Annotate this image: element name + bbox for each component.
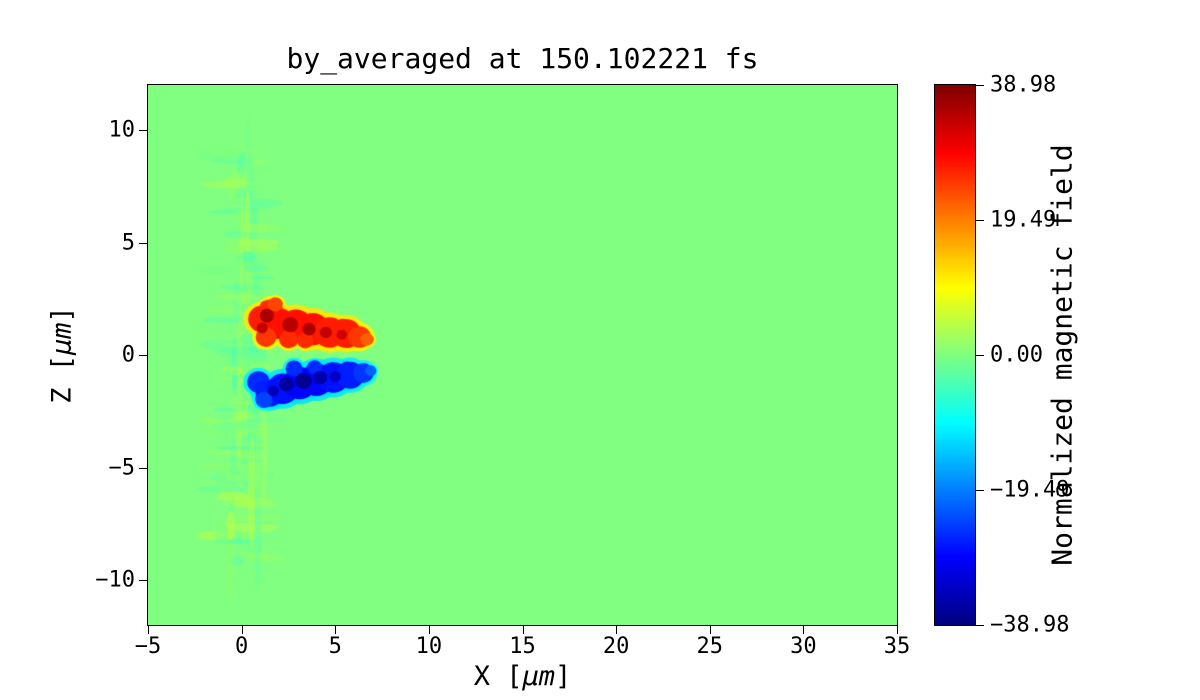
x-tick-label: 0 — [235, 634, 249, 659]
chart-title: by_averaged at 150.102221 fs — [286, 42, 759, 75]
x-tick-mark — [616, 626, 618, 634]
colorbar-tick-mark — [976, 355, 984, 356]
x-axis-label-prefix: X [ — [473, 661, 523, 692]
x-tick-label: 30 — [790, 634, 817, 659]
x-tick-mark — [803, 626, 805, 634]
y-tick-mark — [139, 355, 147, 356]
heatmap-canvas — [147, 84, 898, 626]
colorbar-tick-label: 38.98 — [990, 72, 1057, 98]
y-tick-label: −10 — [95, 567, 135, 593]
x-tick-label: 5 — [328, 634, 342, 659]
x-tick-mark — [335, 626, 337, 634]
colorbar-tick-label: −19.49 — [990, 477, 1070, 503]
x-tick-mark — [709, 626, 711, 634]
y-tick-label: 5 — [121, 230, 135, 255]
y-tick-mark — [139, 242, 147, 244]
y-tick-label: 10 — [108, 117, 136, 143]
colorbar-tick-label: 19.49 — [990, 207, 1057, 233]
x-axis-label-suffix: ] — [555, 661, 572, 692]
x-tick-mark — [897, 626, 898, 634]
colorbar-tick-mark — [976, 490, 984, 491]
x-tick-mark — [428, 626, 430, 634]
x-axis-label: X [μm] — [148, 661, 897, 692]
x-tick-mark — [241, 626, 243, 634]
colorbar-tick-mark — [976, 85, 984, 86]
x-tick-label: 20 — [602, 634, 630, 659]
y-tick-label: −5 — [108, 455, 136, 480]
x-tick-label: 25 — [696, 634, 724, 659]
x-tick-mark — [522, 626, 524, 634]
y-tick-mark — [139, 580, 147, 581]
colorbar-tick-mark — [976, 220, 984, 221]
x-tick-mark — [148, 626, 149, 634]
y-tick-mark — [139, 467, 147, 469]
colorbar-gradient — [934, 84, 976, 626]
x-tick-label: −5 — [134, 634, 162, 659]
colorbar-tick-label: −38.98 — [990, 612, 1070, 638]
x-tick-label: 15 — [509, 634, 536, 659]
y-tick-mark — [139, 130, 147, 131]
x-axis-label-unit: μm — [522, 661, 556, 692]
y-axis-label-suffix: ] — [46, 306, 78, 323]
y-tick-label: 0 — [121, 342, 135, 368]
x-tick-label: 10 — [415, 634, 443, 659]
x-tick-label: 35 — [883, 634, 911, 659]
colorbar-tick-mark — [976, 625, 984, 626]
colorbar-tick-label: 0.00 — [990, 342, 1043, 368]
